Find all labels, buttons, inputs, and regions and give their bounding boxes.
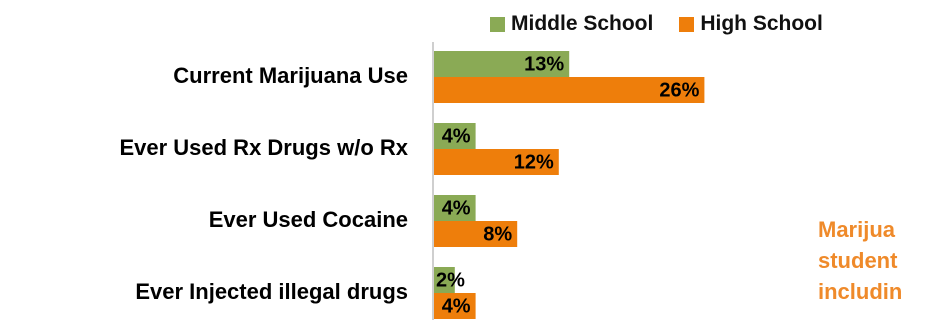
category-label-current-marijuana-use: Current Marijuana Use: [173, 63, 408, 88]
callout-text: Marijua student includin: [818, 214, 940, 307]
callout-line-1: Marijua: [818, 217, 896, 242]
legend-item-high-school: High School: [679, 12, 823, 36]
bars: [434, 51, 705, 319]
legend-item-middle-school: Middle School: [490, 12, 653, 36]
bar-high-school-ever-injected-illegal-drugs: [434, 293, 476, 319]
legend-swatch-high-school: [679, 16, 695, 32]
bar-high-school-ever-used-rx-drugs-w-o-rx: [434, 149, 559, 175]
legend-swatch-middle-school: [490, 16, 505, 32]
category-label-ever-injected-illegal-drugs: Ever Injected illegal drugs: [135, 279, 408, 304]
bar-high-school-current-marijuana-use: [434, 77, 705, 103]
data-label-high-school-current-marijuana-use: 26%: [659, 79, 699, 101]
bar-middle-school-ever-used-rx-drugs-w-o-rx: [434, 123, 476, 149]
bar-middle-school-current-marijuana-use: [434, 51, 570, 77]
category-label-ever-used-cocaine: Ever Used Cocaine: [209, 207, 408, 232]
data-label-high-school-ever-used-rx-drugs-w-o-rx: 12%: [514, 151, 554, 173]
data-labels: 13% 26% 4% 12% 4% 8% 2% 4%: [436, 53, 700, 317]
data-label-high-school-ever-injected-illegal-drugs: 4%: [442, 295, 471, 317]
category-labels: Current Marijuana Use Ever Used Rx Drugs …: [119, 63, 408, 304]
data-label-middle-school-ever-injected-illegal-drugs: 2%: [436, 269, 465, 291]
data-label-middle-school-current-marijuana-use: 13%: [524, 53, 564, 75]
category-label-ever-used-rx-drugs-w-o-rx: Ever Used Rx Drugs w/o Rx: [119, 135, 408, 160]
callout-line-2: student: [818, 248, 898, 273]
bar-high-school-ever-used-cocaine: [434, 221, 518, 247]
data-label-middle-school-ever-used-cocaine: 4%: [442, 197, 471, 219]
data-label-high-school-ever-used-cocaine: 8%: [483, 223, 512, 245]
callout-line-3: includin: [818, 279, 903, 304]
data-label-middle-school-ever-used-rx-drugs-w-o-rx: 4%: [442, 125, 471, 147]
legend: Middle School High School: [490, 11, 823, 37]
legend-label-middle-school: Middle School: [511, 12, 654, 35]
bar-middle-school-ever-used-cocaine: [434, 195, 476, 221]
bar-middle-school-ever-injected-illegal-drugs: [434, 267, 455, 293]
legend-label-high-school: High School: [700, 12, 823, 35]
